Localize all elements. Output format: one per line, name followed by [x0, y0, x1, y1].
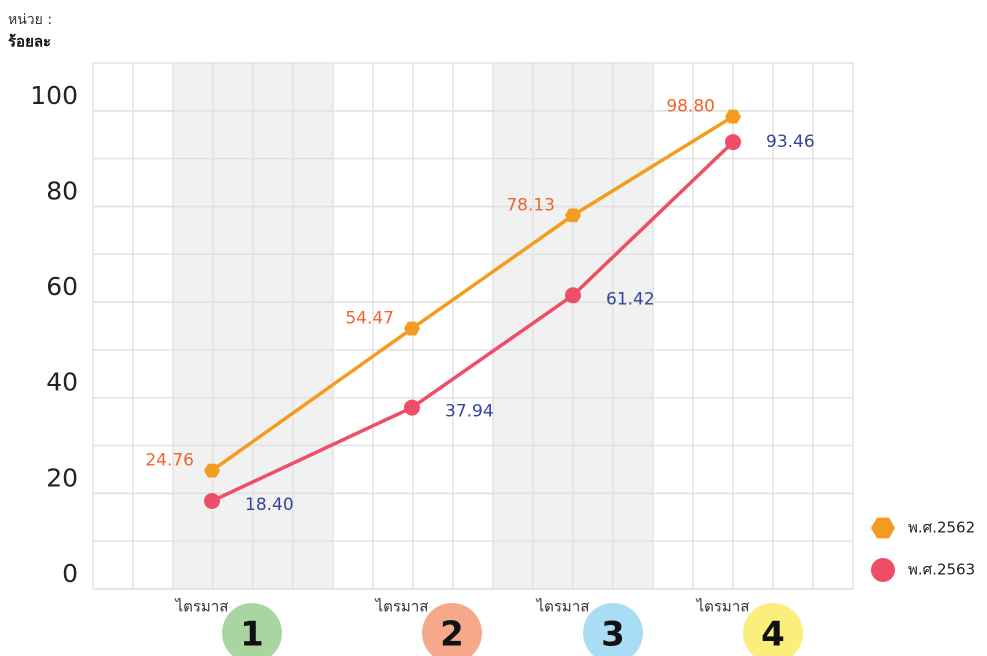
badge	[422, 603, 482, 656]
value-label: 61.42	[606, 289, 655, 309]
unit-label: หน่วย :	[8, 12, 52, 28]
x-tick-label: ไตรมาส	[696, 598, 750, 616]
point	[565, 287, 581, 304]
y-tick-label: 0	[62, 559, 78, 588]
point	[725, 109, 741, 124]
y-tick-label: 20	[46, 463, 78, 492]
legend-marker	[871, 558, 895, 582]
y-tick-label: 80	[46, 176, 78, 205]
point	[565, 208, 581, 223]
y-tick-label: 60	[46, 272, 78, 301]
badge	[743, 603, 803, 656]
value-label: 54.47	[345, 309, 394, 329]
x-tick-label: ไตรมาส	[375, 598, 429, 616]
point	[725, 134, 741, 151]
line	[210, 115, 734, 473]
point	[404, 399, 420, 416]
value-label: 18.40	[245, 495, 294, 515]
value-label: 24.76	[145, 451, 194, 471]
x-tick-label: ไตรมาส	[175, 598, 229, 616]
value-label: 98.80	[666, 97, 715, 117]
point	[204, 493, 220, 510]
badge-number: 4	[761, 615, 785, 655]
value-label: 93.46	[766, 132, 815, 152]
point	[404, 321, 420, 336]
value-label: 78.13	[506, 195, 555, 215]
value-label: 37.94	[445, 402, 494, 422]
legend-label: พ.ศ.2563	[908, 561, 975, 579]
point	[204, 463, 220, 478]
y-tick-label: 40	[46, 368, 78, 397]
badge	[222, 603, 282, 656]
y-tick-label: 100	[30, 81, 78, 110]
legend-marker	[871, 517, 895, 539]
badge-number: 3	[601, 615, 625, 655]
line	[211, 140, 735, 503]
badge-number: 2	[440, 615, 464, 655]
badge-number: 1	[240, 615, 264, 655]
badge	[583, 603, 643, 656]
legend-label: พ.ศ.2562	[908, 519, 975, 537]
unit: ร้อยละ	[8, 33, 51, 51]
x-tick-label: ไตรมาส	[536, 598, 590, 616]
